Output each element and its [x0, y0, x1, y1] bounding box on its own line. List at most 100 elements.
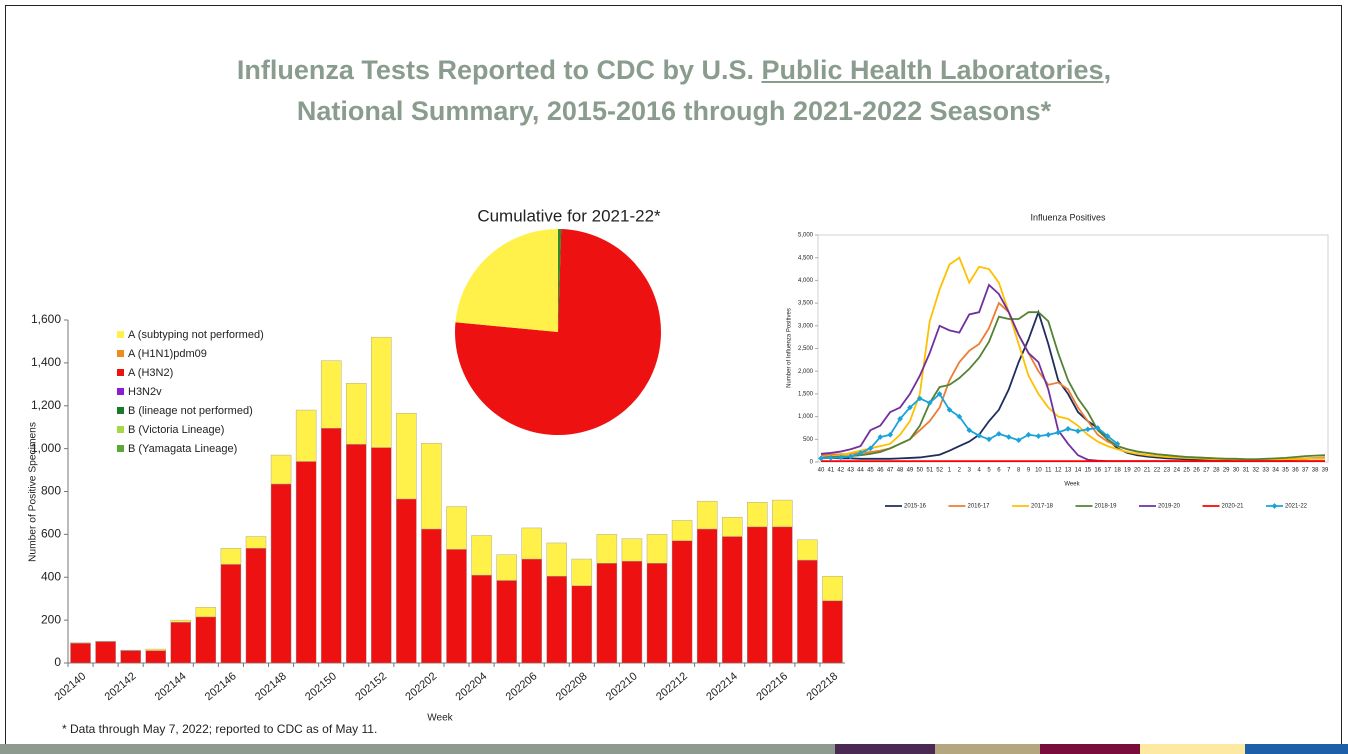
footer-band: [1245, 744, 1348, 754]
bar-segment: [320, 360, 342, 429]
bar-segment: [546, 575, 567, 664]
y-axis-label: Number of Influenza Positives: [787, 308, 793, 388]
y-tick-label: 800: [41, 484, 61, 498]
point-marker: [847, 453, 854, 460]
point-marker: [877, 434, 884, 440]
x-tick-label: 8: [1017, 468, 1021, 474]
legend-label: A (subtyping not performed): [128, 329, 264, 341]
point-marker: [897, 416, 903, 422]
x-tick-label: 26: [1193, 468, 1200, 474]
series-line: [820, 311, 1326, 461]
point-marker: [956, 413, 963, 420]
title-line: National Summary, 2015-2016 through 2021…: [296, 96, 1052, 126]
bar-segment: [471, 535, 492, 576]
point-marker: [1104, 433, 1111, 439]
bar-segment: [721, 517, 743, 537]
point-marker: [857, 450, 864, 456]
bar-segment: [396, 498, 417, 664]
x-tick-label: 14: [1075, 468, 1082, 474]
x-tick-label: 50: [916, 468, 923, 474]
legend-label: 2019-20: [1158, 504, 1181, 510]
legend-label: A (H3N2): [128, 367, 173, 379]
legend-marker: [1271, 503, 1278, 509]
bar-segment: [471, 574, 492, 664]
y-tick-label: 3,000: [798, 323, 814, 329]
point-marker: [926, 400, 933, 406]
bar-segment: [70, 642, 91, 644]
point-marker: [1075, 428, 1081, 434]
y-tick-label: 400: [41, 569, 61, 583]
bar-segment: [646, 534, 668, 564]
point-marker: [946, 406, 953, 413]
x-axis-label: Week: [427, 713, 453, 724]
point-marker: [1015, 437, 1022, 444]
y-tick-label: 1,000: [798, 414, 814, 420]
legend-swatch: [117, 445, 124, 452]
bar-segment: [772, 526, 793, 664]
point-marker: [1035, 433, 1042, 439]
bar-segment: [270, 454, 292, 485]
x-tick-label: 4: [977, 468, 981, 474]
pie-title: Cumulative for 2021-22*: [477, 206, 661, 225]
bar-segment: [421, 443, 442, 530]
bar-segment: [822, 575, 843, 602]
bar-segment: [421, 528, 442, 664]
bar-segment: [596, 534, 618, 564]
title-part: ,: [1103, 55, 1112, 85]
point-marker: [907, 404, 913, 411]
bar-segment: [596, 563, 618, 664]
bar-segment: [195, 607, 217, 618]
point-marker: [986, 436, 992, 443]
series-line: [820, 283, 1325, 462]
x-tick-label: 34: [1272, 468, 1279, 474]
bar-segment: [521, 527, 542, 560]
bar-segment: [571, 585, 593, 664]
bar-segment: [621, 560, 643, 664]
x-tick-label: 16: [1094, 468, 1101, 474]
bar-segment: [747, 526, 768, 664]
bar-segment: [446, 549, 467, 664]
legend-swatch: [117, 350, 124, 357]
x-tick-label: 202216: [754, 670, 790, 703]
x-tick-label: 36: [1292, 468, 1299, 474]
y-tick-label: 1,000: [31, 441, 61, 455]
point-marker: [1005, 434, 1012, 440]
point-marker: [916, 395, 923, 402]
bar-segment: [371, 447, 392, 664]
point-marker: [818, 455, 824, 462]
x-tick-label: 22: [1154, 468, 1161, 474]
bar-segment: [145, 648, 166, 651]
x-tick-label: 202140: [52, 670, 88, 703]
legend-swatch: [117, 369, 124, 376]
x-tick-label: 49: [907, 468, 914, 474]
y-tick-label: 500: [803, 437, 814, 443]
x-tick-label: 25: [1183, 468, 1190, 474]
legend-swatch: [117, 331, 124, 338]
y-tick-label: 5,000: [798, 233, 814, 239]
bar-segment: [371, 336, 392, 448]
x-tick-label: 202212: [654, 670, 690, 703]
point-marker: [976, 432, 982, 439]
x-tick-label: 44: [857, 468, 864, 474]
pie-slice: [455, 229, 558, 332]
bar-segment: [696, 528, 718, 664]
x-tick-label: 35: [1282, 468, 1289, 474]
legend-label: 2015-16: [904, 504, 927, 510]
bar-segment: [145, 650, 166, 664]
legend-label: 2016-17: [968, 504, 991, 510]
x-tick-label: 202150: [303, 670, 339, 703]
title-link: Public Health Laboratories: [761, 55, 1104, 85]
bar-segment: [220, 564, 242, 664]
bar-segment: [822, 600, 843, 664]
title-part: Influenza Tests Reported to CDC by U.S.: [236, 55, 762, 85]
bar-segment: [320, 428, 342, 664]
y-tick-label: 0: [810, 460, 814, 466]
bar-segment: [671, 520, 693, 542]
x-tick-label: 37: [1302, 468, 1309, 474]
point-marker: [1055, 429, 1062, 436]
x-tick-label: 40: [818, 468, 825, 474]
legend-label: B (lineage not performed): [128, 405, 253, 417]
x-tick-label: 38: [1312, 468, 1319, 474]
legend-label: B (Yamagata Lineage): [128, 443, 237, 455]
